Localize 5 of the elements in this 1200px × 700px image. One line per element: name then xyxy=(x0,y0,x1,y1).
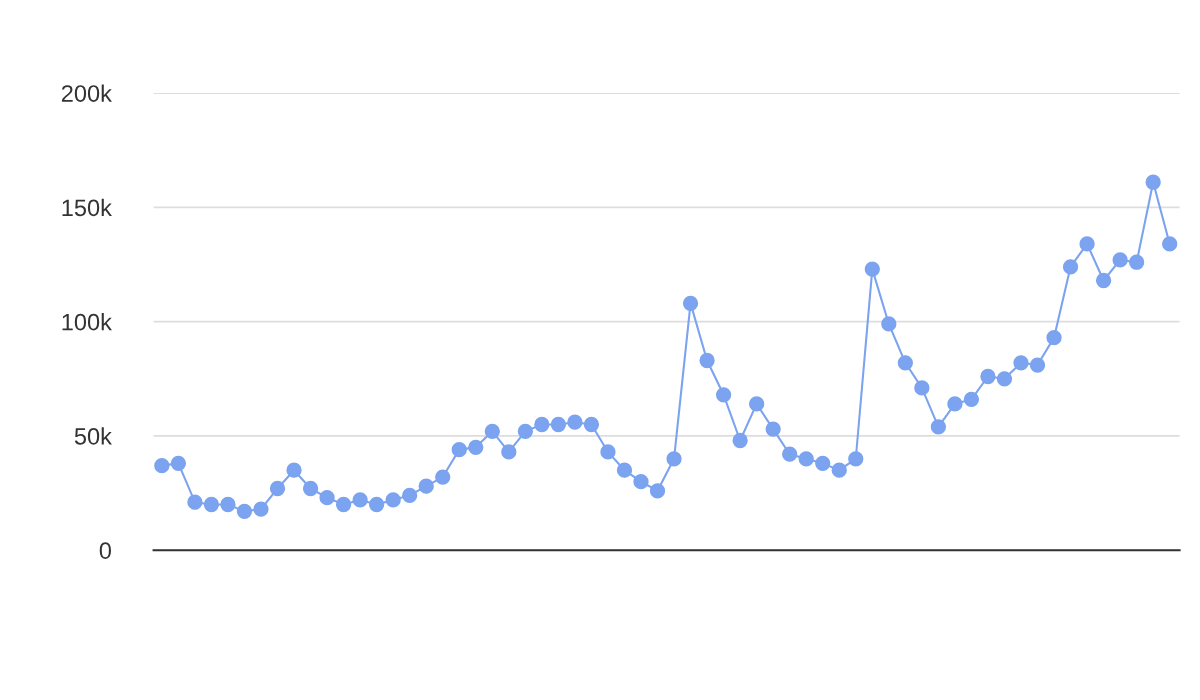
y-tick-label: 50k xyxy=(74,427,112,445)
y-tick-label: 0 xyxy=(99,542,112,559)
y-tick-label: 150k xyxy=(62,198,112,217)
y-tick-label: 200k xyxy=(61,84,112,102)
y-tick-label: 100k xyxy=(62,313,112,331)
